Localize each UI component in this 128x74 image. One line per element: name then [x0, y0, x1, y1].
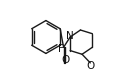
Text: O: O: [87, 61, 95, 71]
Text: O: O: [61, 55, 69, 65]
Text: N: N: [66, 31, 74, 41]
Text: F: F: [58, 44, 63, 54]
